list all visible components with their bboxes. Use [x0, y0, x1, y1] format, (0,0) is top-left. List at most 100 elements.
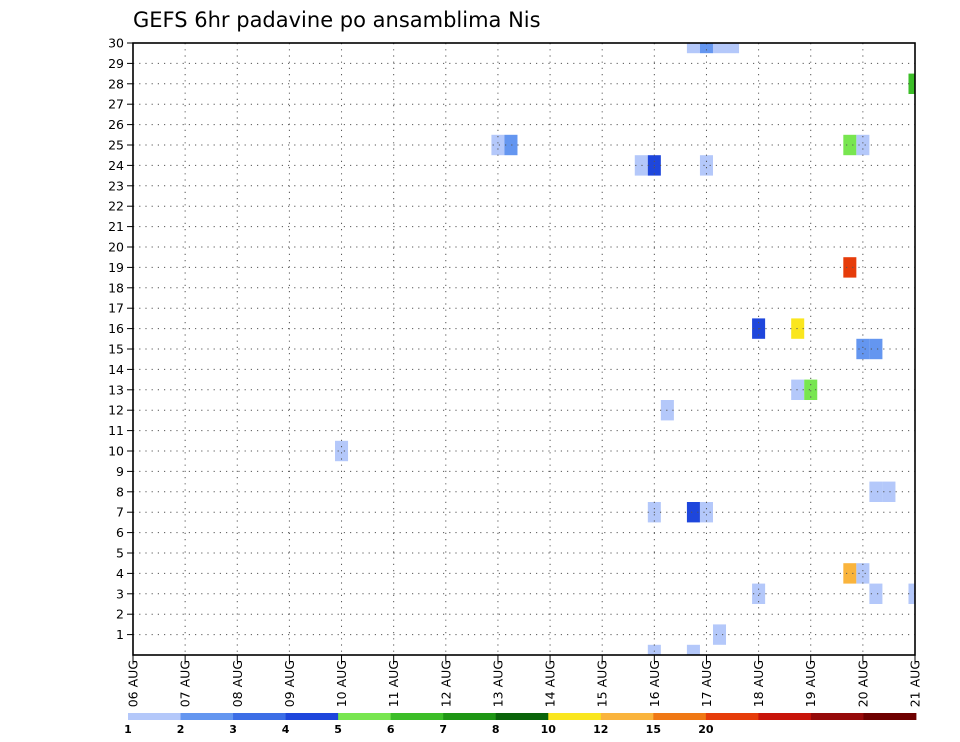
y-tick-label: 10: [108, 444, 124, 459]
colorbar-label: 5: [334, 723, 342, 736]
y-tick-label: 11: [108, 423, 124, 438]
colorbar-segment: [233, 713, 286, 720]
grid-lines: [133, 43, 915, 655]
y-tick-label: 6: [116, 525, 124, 540]
y-tick-label: 13: [108, 382, 124, 397]
data-cell-0: [686, 43, 700, 54]
colorbar-segment: [758, 713, 812, 720]
data-cell-20: [335, 440, 349, 462]
y-tick-label: 1: [116, 627, 124, 642]
data-cell-6: [504, 134, 518, 156]
data-cell-16: [869, 338, 883, 360]
data-cell-11: [699, 155, 713, 176]
colorbar-label: 3: [229, 723, 237, 736]
y-tick-label: 17: [108, 301, 124, 316]
colorbar-segment: [705, 713, 759, 720]
chart-title: GEFS 6hr padavine po ansamblima Nis: [133, 8, 541, 32]
colorbar-label: 12: [593, 723, 608, 736]
data-cell-2: [712, 43, 727, 54]
y-tick-label: 5: [116, 546, 124, 561]
colorbar-segment: [128, 713, 181, 720]
colorbar-segment: [180, 713, 234, 720]
data-cell-26: [843, 563, 857, 584]
y-tick-label: 18: [108, 280, 124, 295]
x-tick-label: 21 AUG: [908, 660, 923, 707]
colorbar-segment: [338, 713, 392, 720]
x-tick-label: 12 AUG: [438, 660, 453, 707]
y-axis: 1234567891011121314151617181920212223242…: [108, 36, 133, 642]
data-cell-3: [726, 43, 740, 54]
y-tick-label: 29: [108, 56, 124, 71]
data-cell-17: [791, 379, 805, 400]
y-tick-label: 21: [108, 219, 124, 234]
x-tick-label: 11 AUG: [386, 660, 401, 707]
x-tick-label: 19 AUG: [803, 660, 818, 707]
data-cell-15: [856, 338, 870, 360]
x-tick-label: 09 AUG: [282, 660, 297, 707]
x-tick-label: 07 AUG: [178, 660, 193, 707]
colorbar-label: 7: [439, 723, 447, 736]
data-cell-31: [712, 624, 727, 645]
y-tick-label: 27: [108, 97, 124, 112]
y-tick-label: 14: [108, 362, 124, 377]
data-cell-4: [908, 73, 915, 94]
y-tick-label: 3: [116, 586, 124, 601]
colorbar-segment: [285, 713, 339, 720]
colorbar-label: 4: [282, 723, 290, 736]
y-tick-label: 30: [108, 36, 124, 51]
data-cell-27: [856, 563, 870, 584]
colorbar-segment: [653, 713, 707, 720]
x-tick-label: 20 AUG: [855, 660, 870, 707]
y-tick-label: 8: [116, 484, 124, 499]
data-cell-18: [804, 379, 818, 400]
y-tick-label: 25: [108, 138, 124, 153]
colorbar-label: 1: [124, 723, 132, 736]
data-cell-8: [856, 134, 870, 156]
colorbar-label: 8: [492, 723, 500, 736]
x-tick-label: 17 AUG: [699, 660, 714, 707]
y-tick-label: 28: [108, 76, 124, 91]
data-cell-24: [686, 502, 700, 523]
data-cell-5: [491, 134, 505, 156]
y-tick-label: 24: [108, 158, 124, 173]
colorbar-label: 6: [387, 723, 395, 736]
data-cell-29: [869, 583, 883, 604]
data-cell-28: [752, 583, 766, 604]
y-tick-label: 9: [116, 464, 124, 479]
colorbar-segment: [390, 713, 444, 720]
data-cells: [335, 43, 915, 655]
data-cell-12: [843, 257, 857, 278]
colorbar-label: 15: [646, 723, 661, 736]
data-cell-30: [908, 583, 915, 604]
colorbar-label: 10: [541, 723, 557, 736]
colorbar-label: 20: [698, 723, 714, 736]
y-tick-label: 12: [108, 403, 124, 418]
colorbar-segment: [495, 713, 549, 720]
colorbar-segment: [443, 713, 497, 720]
colorbar-segment: [863, 713, 917, 720]
y-tick-label: 2: [116, 607, 124, 622]
x-tick-label: 08 AUG: [230, 660, 245, 707]
x-tick-label: 06 AUG: [126, 660, 141, 707]
data-cell-9: [634, 155, 648, 176]
x-tick-label: 14 AUG: [543, 660, 558, 707]
colorbar-segment: [810, 713, 864, 720]
colorbar-segment: [600, 713, 654, 720]
y-tick-label: 7: [116, 505, 124, 520]
data-cell-1: [699, 43, 713, 54]
y-tick-label: 22: [108, 199, 124, 214]
x-axis: 06 AUG 07 AUG 08 AUG 09 AUG 10 AUG 11 AUG 12 A…: [126, 655, 923, 707]
x-tick-label: 18 AUG: [751, 660, 766, 707]
x-tick-label: 10 AUG: [334, 660, 349, 707]
data-cell-22: [882, 481, 896, 502]
y-tick-label: 16: [108, 321, 124, 336]
colorbar-label: 2: [177, 723, 185, 736]
y-tick-label: 20: [108, 240, 124, 255]
x-tick-label: 13 AUG: [490, 660, 505, 707]
data-cell-32: [647, 644, 661, 655]
y-tick-label: 26: [108, 117, 124, 132]
colorbar: 1 2 3 4 5 6 7 8 10 12 15 20: [124, 713, 917, 736]
x-tick-label: 15 AUG: [595, 660, 610, 707]
y-tick-label: 23: [108, 178, 124, 193]
